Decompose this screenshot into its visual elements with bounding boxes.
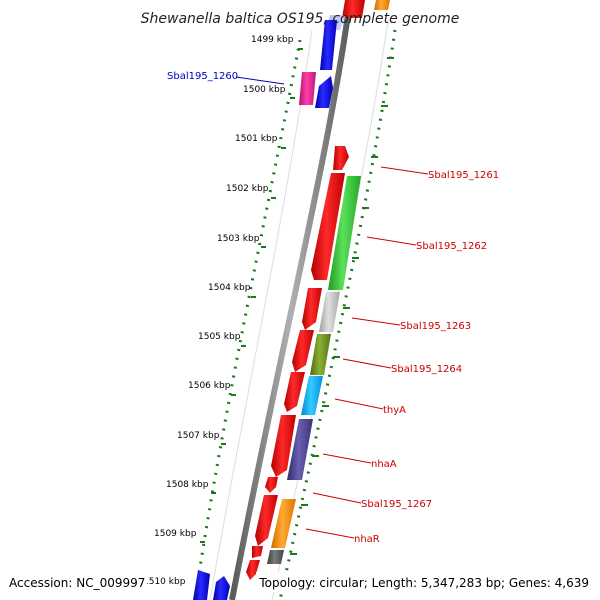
gene-arrow-blue-2[interactable] (315, 76, 333, 108)
gene-arrow-thyA[interactable] (284, 372, 305, 412)
gene-arrow-darkgray[interactable] (267, 550, 284, 564)
gene-arrow-blue[interactable] (320, 20, 337, 70)
footer-right-bg (256, 572, 596, 592)
gene-arrow-1264[interactable] (292, 330, 314, 372)
callout-lines (235, 76, 429, 539)
gene-arrow-magenta[interactable] (299, 72, 316, 105)
gene-label-nhaA[interactable]: nhaA (371, 459, 397, 470)
gene-arrow-cyan[interactable] (301, 376, 323, 415)
genome-backbone (229, 0, 353, 600)
gene-features (193, 20, 361, 600)
gene-arrow-1267[interactable] (255, 495, 278, 546)
gene-arrow-small-red[interactable] (265, 477, 278, 493)
tick-label: 1499 kbp (251, 35, 294, 45)
gene-label-1264[interactable]: Sbal195_1264 (391, 364, 462, 375)
tick-label: 1504 kbp (208, 283, 251, 293)
tick-label: 1510 kbp (143, 577, 186, 587)
gene-label-thyA[interactable]: thyA (383, 405, 406, 416)
accession-text: Accession: NC_009997 (9, 576, 145, 590)
outer-ruler-left (193, 39, 302, 600)
minor-ticks (290, 57, 394, 555)
gene-arrow-1261[interactable] (333, 146, 349, 170)
tick-label: 1508 kbp (166, 480, 209, 490)
tick-label: 1509 kbp (154, 529, 197, 539)
gene-arrow-blue-bottom[interactable] (193, 570, 210, 600)
tick-label: 1500 kbp (243, 85, 286, 95)
gene-label-1263[interactable]: Sbal195_1263 (400, 321, 471, 332)
tick-label: 1507 kbp (177, 431, 220, 441)
tick-label: 1505 kbp (198, 332, 241, 342)
gene-arrow-green[interactable] (328, 176, 361, 290)
outer-ruler-right (278, 29, 397, 600)
tick-label: 1506 kbp (188, 381, 231, 391)
gene-label-1262[interactable]: Sbal195_1262 (416, 241, 487, 252)
gene-arrow-small-red-2[interactable] (252, 546, 263, 558)
gene-arrow-1262[interactable] (311, 173, 345, 280)
gene-arrow-small-red-3[interactable] (246, 560, 260, 580)
tick-label: 1502 kbp (226, 184, 269, 194)
tick-label: 1501 kbp (235, 134, 278, 144)
gene-arrow-olive[interactable] (310, 334, 331, 375)
gene-arrow-orange[interactable] (271, 499, 296, 548)
tick-label: 1503 kbp (217, 234, 260, 244)
gene-label-1260[interactable]: Sbal195_1260 (167, 71, 238, 82)
gene-arrow-nhaA[interactable] (271, 415, 296, 477)
kbp-labels: 1499 kbp 1500 kbp 1501 kbp 1502 kbp 1503… (143, 35, 294, 587)
gene-label-nhaR[interactable]: nhaR (354, 534, 380, 545)
gene-arrow-1263[interactable] (302, 288, 322, 330)
minor-ticks-left (200, 48, 303, 543)
page-title: Shewanella baltica OS195, complete genom… (141, 11, 460, 27)
gene-label-1261[interactable]: Sbal195_1261 (428, 170, 499, 181)
gene-arrow-blue-bottom-2[interactable] (213, 576, 230, 600)
gene-label-1267[interactable]: Sbal195_1267 (361, 499, 432, 510)
footer-left-bg (4, 572, 147, 592)
gene-arrow-purple[interactable] (287, 419, 313, 480)
topology-text: Topology: circular; Length: 5,347,283 bp… (258, 576, 589, 590)
gene-arrow-gray[interactable] (319, 292, 340, 332)
